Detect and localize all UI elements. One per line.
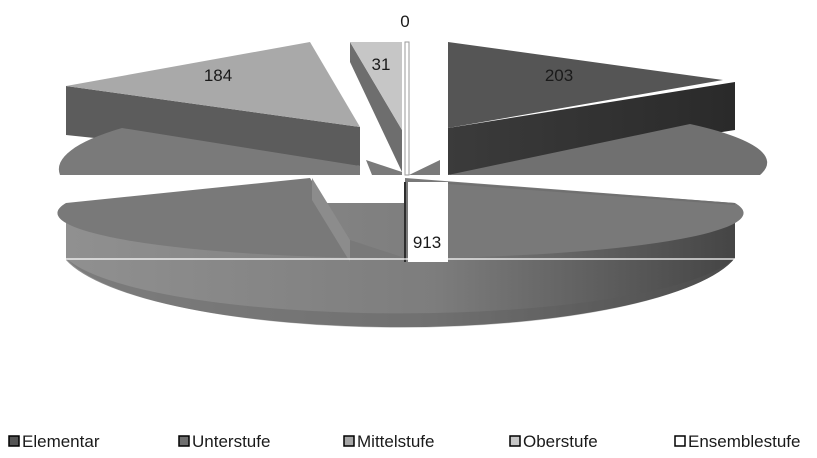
legend-item-mittelstufe: Mittelstufe bbox=[343, 432, 434, 451]
legend-swatch-unterstufe bbox=[178, 435, 190, 447]
slice-elementar-top bbox=[448, 42, 723, 128]
data-label-ensemblestufe: 0 bbox=[400, 12, 409, 31]
legend-label-oberstufe: Oberstufe bbox=[523, 432, 598, 451]
legend-item-ensemblestufe: Ensemblestufe bbox=[674, 432, 800, 451]
slice-unterstufe-cut-right-inner bbox=[448, 182, 735, 205]
slice-unterstufe-cut-left bbox=[312, 178, 350, 262]
legend-item-unterstufe: Unterstufe bbox=[178, 432, 270, 451]
slice-elementar-side bbox=[448, 82, 735, 175]
slice-elementar-bottom bbox=[448, 124, 768, 175]
slice-oberstufe bbox=[350, 42, 402, 175]
legend-label-elementar: Elementar bbox=[22, 432, 100, 451]
legend-label-ensemblestufe: Ensemblestufe bbox=[688, 432, 800, 451]
slice-unterstufe-cut-right-face bbox=[408, 182, 448, 262]
slice-elementar bbox=[448, 42, 768, 175]
data-label-mittelstufe: 184 bbox=[204, 66, 232, 85]
slice-mittelstufe bbox=[58, 42, 360, 175]
legend: Elementar Unterstufe Mittelstufe Oberstu… bbox=[8, 432, 800, 451]
slice-unterstufe-cut-right bbox=[404, 182, 406, 262]
slice-unterstufe-base-shade bbox=[66, 258, 735, 328]
slice-mittelstufe-side bbox=[66, 86, 360, 166]
legend-item-elementar: Elementar bbox=[8, 432, 100, 451]
legend-item-oberstufe: Oberstufe bbox=[509, 432, 598, 451]
slice-mittelstufe-top bbox=[66, 42, 360, 127]
slice-ensemblestufe bbox=[404, 41, 440, 176]
slice-unterstufe-top bbox=[57, 178, 744, 259]
slice-mittelstufe-bottom bbox=[58, 128, 360, 175]
legend-swatch-oberstufe bbox=[509, 435, 521, 447]
legend-swatch-mittelstufe bbox=[343, 435, 355, 447]
legend-swatch-ensemblestufe bbox=[674, 435, 686, 447]
legend-swatch-elementar bbox=[8, 435, 20, 447]
slice-oberstufe-top bbox=[350, 42, 402, 130]
slice-oberstufe-bottom bbox=[366, 160, 402, 175]
slice-oberstufe-side bbox=[350, 42, 402, 172]
data-label-unterstufe: 913 bbox=[413, 233, 441, 252]
slice-unterstufe bbox=[40, 178, 790, 328]
legend-label-mittelstufe: Mittelstufe bbox=[357, 432, 434, 451]
data-label-elementar: 203 bbox=[545, 66, 573, 85]
legend-label-unterstufe: Unterstufe bbox=[192, 432, 270, 451]
data-label-oberstufe: 31 bbox=[372, 55, 391, 74]
